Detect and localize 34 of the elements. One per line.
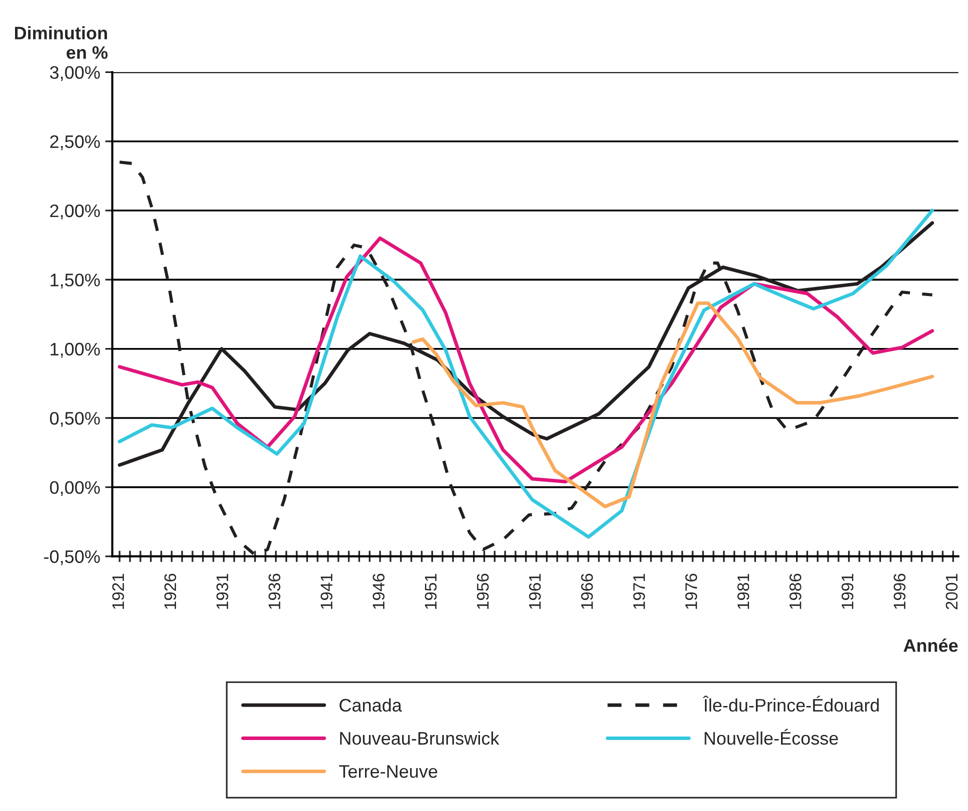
legend-label: Terre-Neuve — [339, 765, 438, 778]
y-tick-label: 3,00% — [50, 66, 100, 82]
line-series — [412, 301, 934, 508]
y-tick-label: 2,00% — [50, 204, 100, 220]
x-tick-label: 1936 — [268, 574, 280, 609]
legend-label: Nouveau-Brunswick — [340, 731, 500, 745]
y-tick-label: -0,50% — [44, 550, 100, 566]
x-tick-label: 1926 — [164, 574, 176, 609]
x-tick-label: 1951 — [424, 574, 437, 609]
legend-label: Canada — [340, 698, 402, 712]
x-axis-title: Année — [904, 638, 958, 652]
legend-label: Île-du-Prince-Édouard — [702, 696, 879, 712]
x-tick-label: 1921 — [112, 574, 124, 609]
x-tick-label: 1991 — [842, 574, 854, 609]
y-tick-label: 0,50% — [50, 412, 100, 427]
x-tick-label: 1941 — [320, 574, 332, 609]
y-axis-title: Diminution en % — [15, 26, 108, 59]
x-tick-label: 1981 — [737, 574, 750, 609]
y-tick-label: 2,50% — [50, 135, 100, 150]
x-tick-label: 1961 — [529, 574, 541, 609]
x-tick-label: 1971 — [633, 574, 646, 609]
y-tick-label: 1,00% — [50, 342, 100, 358]
legend-label: Nouvelle-Écosse — [704, 728, 838, 745]
x-tick-label: 1966 — [581, 574, 593, 609]
y-tick-label: 0,00% — [50, 481, 100, 496]
line-series — [118, 208, 934, 539]
x-tick-label: 1946 — [372, 574, 385, 609]
x-tick-label: 1956 — [476, 574, 489, 609]
y-tick-label: 1,50% — [50, 274, 100, 289]
x-tick-label: 2001 — [946, 574, 958, 610]
x-tick-label: 1931 — [216, 574, 228, 609]
x-tick-label: 1976 — [685, 574, 698, 609]
x-tick-label: 1996 — [894, 574, 906, 609]
x-tick-label: 1986 — [789, 574, 802, 609]
